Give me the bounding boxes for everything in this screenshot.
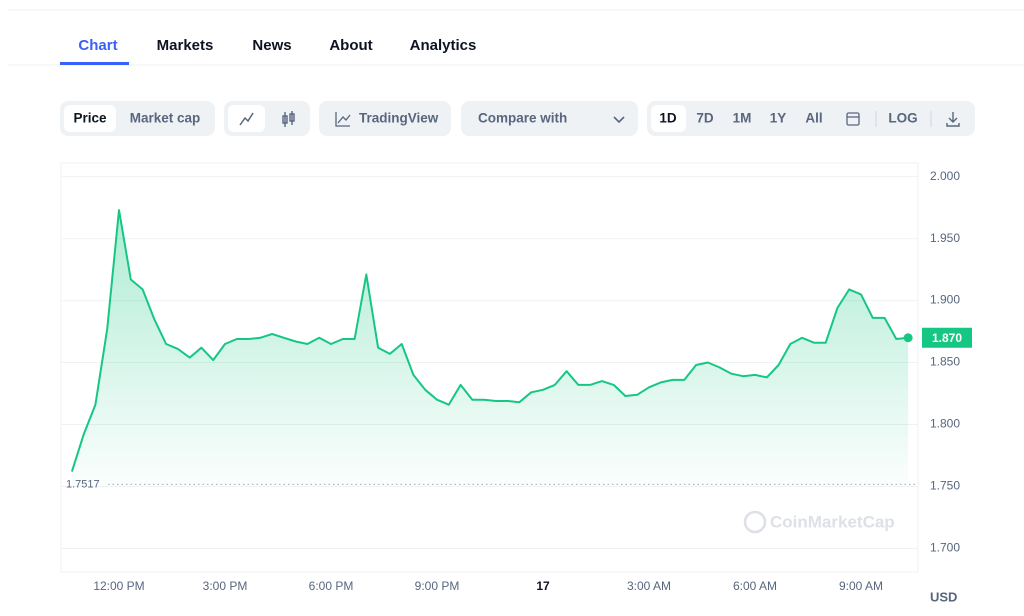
tradingview-label: TradingView [359,111,439,126]
price-line [70,209,909,472]
x-tick-label: 3:00 PM [203,579,248,593]
log-button[interactable]: LOG [888,111,917,126]
x-tick-label: 9:00 PM [415,579,460,593]
open-price-label: 1.7517 [66,478,100,490]
active-pill [651,105,686,132]
download-icon[interactable] [946,112,960,127]
y-tick-label: 2.000 [930,169,960,183]
x-tick-label: 17 [536,579,550,593]
range-button[interactable]: 1D [659,111,677,126]
current-price-label: 1.870 [932,331,962,345]
toolbar-group [647,101,975,136]
compare-label: Compare with [478,111,567,126]
y-tick-label: 1.750 [930,479,960,493]
y-tick-label: 1.950 [930,231,960,245]
market-cap-button[interactable]: Market cap [130,111,201,126]
tab[interactable]: News [252,37,291,54]
range-button[interactable]: All [805,111,822,126]
watermark: CoinMarketCap [743,510,895,534]
range-button[interactable]: 1Y [770,111,787,126]
plot-frame [60,162,919,573]
candle-icon[interactable] [282,111,295,127]
tradingview-button[interactable] [319,101,451,136]
area [71,210,909,485]
calendar-icon[interactable] [846,112,860,126]
last-point [903,333,913,343]
line-icon [239,112,254,126]
active-tab-underline [60,62,129,65]
currency: USD [930,589,957,604]
compare-dropdown[interactable] [461,101,638,136]
x-tick-label: 9:00 AM [839,579,883,593]
price-button[interactable]: Price [73,111,107,126]
y-tick-label: 1.850 [930,355,960,369]
current-price-badge [922,327,972,348]
chevron [613,116,625,124]
y-tick-label: 1.700 [930,541,960,555]
y-tick-label: 1.900 [930,293,960,307]
active-pill [64,105,116,132]
range-button[interactable]: 7D [696,111,714,126]
x-tick-label: 3:00 AM [627,579,671,593]
tab[interactable]: Analytics [410,37,477,54]
tab[interactable]: About [329,37,372,54]
x-tick-label: 6:00 PM [309,579,354,593]
x-tick-label: 12:00 PM [93,579,144,593]
range-button[interactable]: 1M [733,111,752,126]
x-tick-label: 6:00 AM [733,579,777,593]
y-tick-label: 1.800 [930,417,960,431]
tv-icon [335,112,350,127]
tv-icon [337,114,351,124]
tab[interactable]: Chart [78,37,117,54]
tab[interactable]: Markets [157,37,214,54]
watermark-text: CoinMarketCap [770,512,895,531]
